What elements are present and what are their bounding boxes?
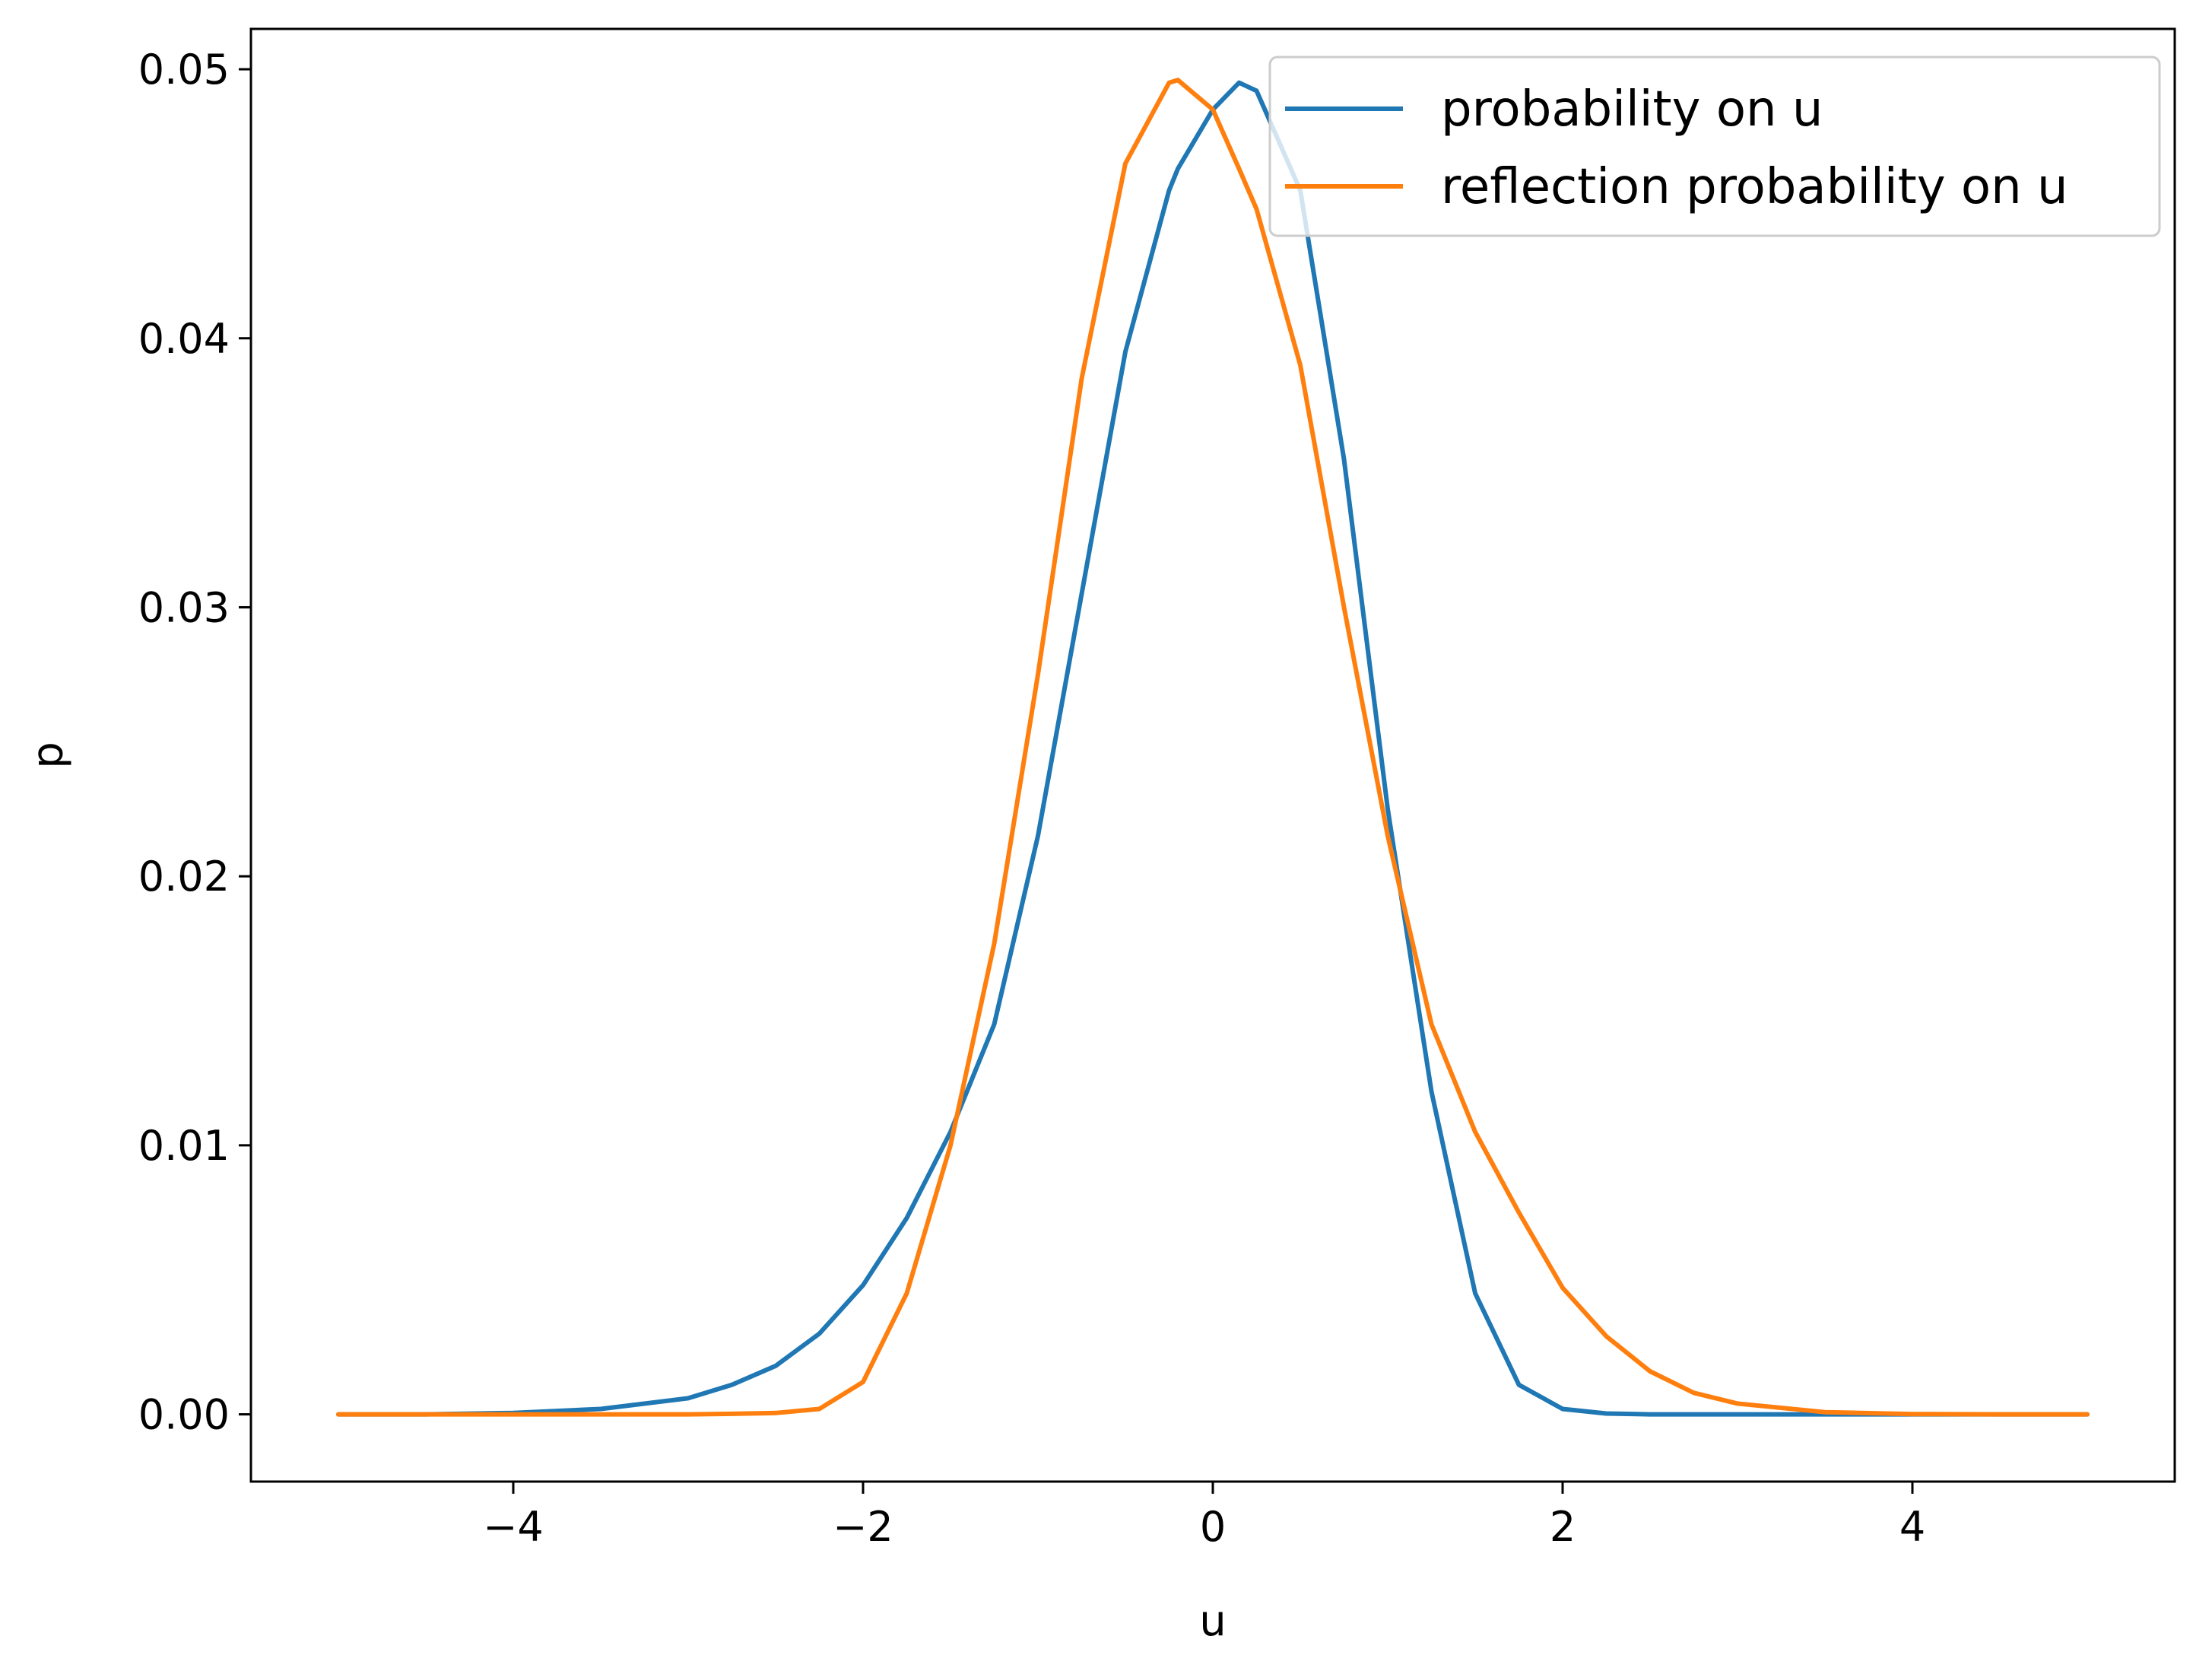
x-axis-label: u	[1199, 1596, 1227, 1646]
series-line-1	[336, 78, 2090, 1417]
x-tick-label: 2	[1550, 1503, 1576, 1551]
y-tick-label: 0.04	[138, 315, 230, 363]
y-tick-label: 0.00	[138, 1391, 230, 1439]
legend: probability on u reflection probability o…	[1268, 56, 2161, 237]
x-tick-label: −4	[483, 1503, 544, 1551]
legend-label-0: probability on u	[1441, 81, 1823, 138]
y-tick-label: 0.02	[138, 853, 230, 901]
x-tick-label: 4	[1899, 1503, 1925, 1551]
plot-frame	[249, 27, 2176, 1483]
legend-label-1: reflection probability on u	[1441, 159, 2068, 215]
legend-box	[1268, 56, 2161, 237]
y-tick-label: 0.05	[138, 46, 230, 94]
y-tick-label: 0.01	[138, 1122, 230, 1170]
series-line-0	[336, 80, 2090, 1417]
x-tick-label: 0	[1200, 1503, 1226, 1551]
x-tick-label: −2	[833, 1503, 893, 1551]
y-axis-label: p	[24, 742, 73, 769]
y-tick-label: 0.03	[138, 583, 230, 631]
